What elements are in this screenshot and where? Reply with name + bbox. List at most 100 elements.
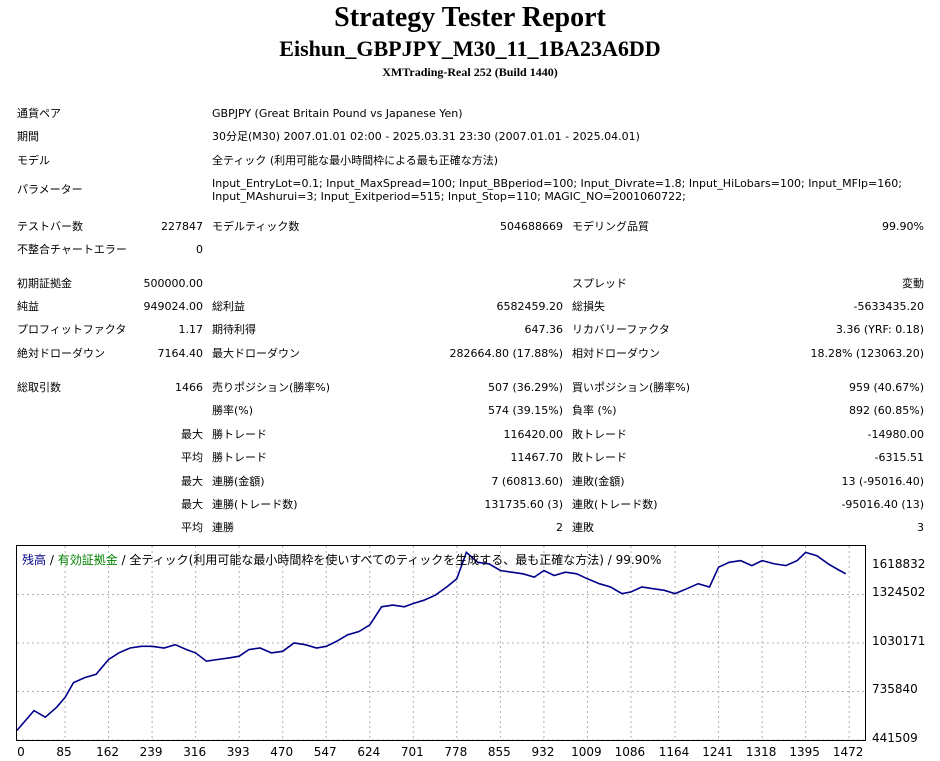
x-tick-label: 547 bbox=[313, 745, 337, 759]
gross-profit-value: 6582459.20 bbox=[496, 300, 563, 313]
avg-prefix: 平均 bbox=[181, 451, 203, 464]
x-tick-label: 1086 bbox=[614, 745, 646, 759]
quality-label: モデリング品質 bbox=[572, 220, 649, 233]
legend-quality: 99.90% bbox=[615, 553, 662, 567]
loss-rate-value: 892 (60.85%) bbox=[848, 404, 924, 417]
quality-value: 99.90% bbox=[882, 220, 924, 233]
x-tick-label: 162 bbox=[96, 745, 120, 759]
avg-loss-label: 敗トレード bbox=[572, 451, 627, 464]
legend-separator: / bbox=[603, 553, 616, 567]
consec-win-value: 2 bbox=[556, 521, 563, 534]
model-ticks-value: 504688669 bbox=[500, 220, 563, 233]
pair-label: 通貨ペア bbox=[17, 107, 61, 120]
max-prefix-2: 最大 bbox=[181, 475, 203, 488]
net-profit-label: 純益 bbox=[17, 300, 39, 313]
profit-factor-label: プロフィットファクタ bbox=[17, 323, 127, 336]
server-info: XMTrading-Real 252 (Build 1440) bbox=[382, 65, 558, 79]
max-loss-value: -14980.00 bbox=[867, 428, 924, 441]
params-label: パラメーター bbox=[17, 183, 83, 196]
chart-plot bbox=[17, 546, 865, 740]
consec-win-label: 連勝 bbox=[212, 521, 234, 534]
short-positions-value: 507 (36.29%) bbox=[487, 381, 563, 394]
profit-factor-value: 1.17 bbox=[178, 323, 204, 336]
avg-loss-value: -6315.51 bbox=[874, 451, 924, 464]
avg-prefix-2: 平均 bbox=[181, 521, 203, 534]
legend-separator: / bbox=[117, 553, 130, 567]
spread-value: 変動 bbox=[902, 277, 924, 290]
x-tick-label: 1009 bbox=[571, 745, 602, 759]
total-trades-value: 1466 bbox=[175, 381, 203, 394]
deposit-value: 500000.00 bbox=[143, 277, 204, 290]
x-tick-label: 1395 bbox=[789, 745, 820, 759]
pair-value: GBPJPY (Great Britain Pound vs Japanese … bbox=[212, 107, 463, 120]
rel-drawdown-value: 18.28% (123063.20) bbox=[810, 347, 924, 360]
avg-win-value: 11467.70 bbox=[510, 451, 564, 464]
mismatch-label: 不整合チャートエラー bbox=[17, 243, 127, 256]
consec-loss-trades-value: -95016.40 (13) bbox=[841, 498, 924, 511]
y-tick-label: 735840 bbox=[872, 682, 918, 697]
rel-drawdown-label: 相対ドローダウン bbox=[572, 347, 660, 360]
max-prefix: 最大 bbox=[181, 428, 203, 441]
legend-description: 全ティック(利用可能な最小時間枠を使いすべてのティックを生成する、最も正確な方法… bbox=[129, 553, 604, 567]
x-tick-label: 393 bbox=[226, 745, 250, 759]
expected-payoff-label: 期待利得 bbox=[212, 323, 256, 336]
model-label: モデル bbox=[17, 154, 50, 167]
gross-profit-label: 総利益 bbox=[212, 300, 245, 313]
y-tick-label: 1618832 bbox=[872, 557, 926, 571]
x-tick-label: 1472 bbox=[832, 745, 864, 759]
x-tick-label: 316 bbox=[183, 745, 207, 759]
gross-loss-label: 総損失 bbox=[572, 300, 605, 313]
consec-loss-value: 3 bbox=[917, 521, 924, 534]
x-tick-label: 0 bbox=[17, 745, 25, 759]
expected-payoff-value: 647.36 bbox=[524, 323, 564, 336]
legend-separator: / bbox=[46, 553, 58, 567]
chart-legend: 残高 / 有効証拠金 / 全ティック(利用可能な最小時間枠を使いすべてのティック… bbox=[22, 551, 661, 568]
consec-win-amount-label: 連勝(金額) bbox=[212, 475, 265, 488]
total-trades-label: 総取引数 bbox=[17, 381, 61, 394]
win-rate-label: 勝率(%) bbox=[212, 404, 254, 417]
y-tick-label: 1324502 bbox=[872, 585, 926, 600]
recovery-factor-label: リカバリーファクタ bbox=[572, 323, 670, 336]
spread-label: スプレッド bbox=[572, 277, 627, 290]
x-tick-label: 1318 bbox=[745, 745, 777, 759]
short-positions-label: 売りポジション(勝率%) bbox=[212, 381, 331, 394]
x-tick-label: 1241 bbox=[702, 745, 733, 759]
legend-equity: 有効証拠金 bbox=[57, 553, 118, 567]
x-tick-label: 85 bbox=[56, 745, 72, 759]
period-value: 30分足(M30) 2007.01.01 02:00 - 2025.03.31 … bbox=[212, 130, 640, 143]
test-bars-value: 227847 bbox=[161, 220, 203, 233]
net-profit-value: 949024.00 bbox=[143, 300, 204, 313]
params-line-2: Input_MAshurui=3; Input_Exitperiod=515; … bbox=[212, 190, 686, 203]
y-tick-label: 441509 bbox=[872, 731, 918, 745]
x-tick-label: 470 bbox=[270, 745, 294, 759]
y-tick-label: 1030171 bbox=[872, 633, 926, 648]
max-win-label: 勝トレード bbox=[212, 428, 267, 441]
long-positions-value: 959 (40.67%) bbox=[848, 381, 924, 394]
consec-win-amount-value: 7 (60813.60) bbox=[491, 475, 563, 488]
period-label: 期間 bbox=[17, 130, 39, 143]
test-bars-label: テストバー数 bbox=[17, 220, 83, 233]
gross-loss-value: -5633435.20 bbox=[853, 300, 924, 313]
consec-loss-trades-label: 連敗(トレード数) bbox=[572, 498, 658, 511]
max-drawdown-value: 282664.80 (17.88%) bbox=[449, 347, 563, 360]
loss-rate-label: 負率 (%) bbox=[572, 404, 617, 417]
abs-drawdown-value: 7164.40 bbox=[157, 347, 204, 360]
x-tick-label: 1164 bbox=[658, 745, 690, 759]
win-rate-value: 574 (39.15%) bbox=[487, 404, 563, 417]
report-subtitle: Eishun_GBPJPY_M30_11_1BA23A6DD bbox=[279, 36, 661, 61]
x-tick-label: 932 bbox=[531, 745, 555, 759]
x-tick-label: 624 bbox=[357, 745, 381, 759]
consec-loss-label: 連敗 bbox=[572, 521, 594, 534]
consec-win-trades-value: 131735.60 (3) bbox=[484, 498, 563, 511]
max-loss-label: 敗トレード bbox=[572, 428, 627, 441]
long-positions-label: 買いポジション(勝率%) bbox=[572, 381, 691, 394]
x-tick-label: 701 bbox=[400, 745, 424, 759]
max-win-value: 116420.00 bbox=[503, 428, 564, 441]
x-tick-label: 778 bbox=[444, 745, 468, 759]
avg-win-label: 勝トレード bbox=[212, 451, 267, 464]
recovery-factor-value: 3.36 (YRF: 0.18) bbox=[835, 323, 924, 336]
model-ticks-label: モデルティック数 bbox=[212, 220, 300, 233]
deposit-label: 初期証拠金 bbox=[17, 277, 72, 290]
x-tick-label: 855 bbox=[487, 745, 511, 759]
x-tick-label: 239 bbox=[139, 745, 163, 759]
